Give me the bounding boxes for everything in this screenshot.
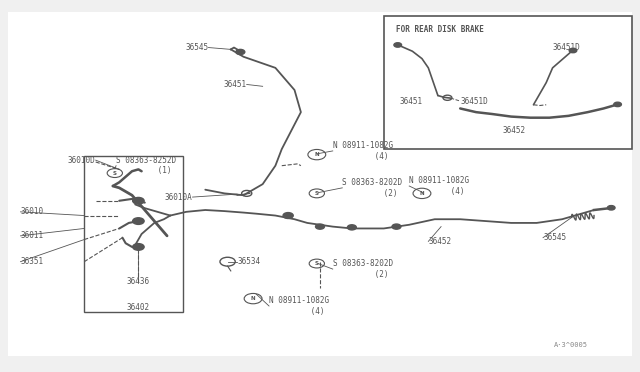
Text: 36545: 36545	[543, 233, 566, 242]
Text: S 08363-8202D
         (2): S 08363-8202D (2)	[342, 178, 403, 198]
Text: N: N	[314, 152, 319, 157]
Circle shape	[392, 224, 401, 229]
Text: 36402: 36402	[127, 303, 150, 312]
Text: 36436: 36436	[127, 278, 150, 286]
Text: 36545: 36545	[186, 43, 209, 52]
Bar	[384, 16, 632, 149]
Text: N 08911-1082G
         (4): N 08911-1082G (4)	[269, 296, 329, 316]
Text: S: S	[315, 191, 319, 196]
Circle shape	[394, 43, 401, 47]
Text: S: S	[113, 171, 117, 176]
Text: 36452: 36452	[428, 237, 451, 246]
Text: S 08363-8202D
         (2): S 08363-8202D (2)	[333, 259, 393, 279]
Text: FOR REAR DISK BRAKE: FOR REAR DISK BRAKE	[396, 25, 484, 34]
Circle shape	[236, 49, 245, 55]
Bar	[84, 157, 183, 311]
Circle shape	[614, 102, 621, 107]
Circle shape	[283, 212, 293, 218]
Circle shape	[569, 48, 577, 53]
Circle shape	[132, 198, 144, 204]
Circle shape	[316, 224, 324, 229]
Text: 36351: 36351	[20, 257, 44, 266]
Text: 36451: 36451	[223, 80, 246, 89]
Text: S: S	[315, 261, 319, 266]
Text: A⋅3^0005: A⋅3^0005	[554, 343, 588, 349]
Text: 36452: 36452	[503, 126, 526, 135]
Text: N 08911-1082G
         (4): N 08911-1082G (4)	[409, 176, 469, 196]
Circle shape	[348, 225, 356, 230]
Circle shape	[132, 218, 144, 224]
Text: N 08911-1082G
         (4): N 08911-1082G (4)	[333, 141, 393, 161]
Text: 36011: 36011	[20, 231, 44, 240]
Text: 36451: 36451	[399, 97, 423, 106]
Text: S 08363-8252D
         (1): S 08363-8252D (1)	[116, 156, 176, 175]
Text: 36010D: 36010D	[68, 155, 96, 165]
Text: 36451D: 36451D	[460, 97, 488, 106]
Circle shape	[607, 206, 615, 210]
Text: N: N	[420, 191, 424, 196]
Text: N: N	[251, 296, 255, 301]
Text: 36010: 36010	[20, 207, 44, 217]
Text: 36534: 36534	[237, 257, 260, 266]
Circle shape	[132, 244, 144, 250]
Text: 36451D: 36451D	[552, 43, 580, 52]
Text: 36010A: 36010A	[165, 193, 193, 202]
